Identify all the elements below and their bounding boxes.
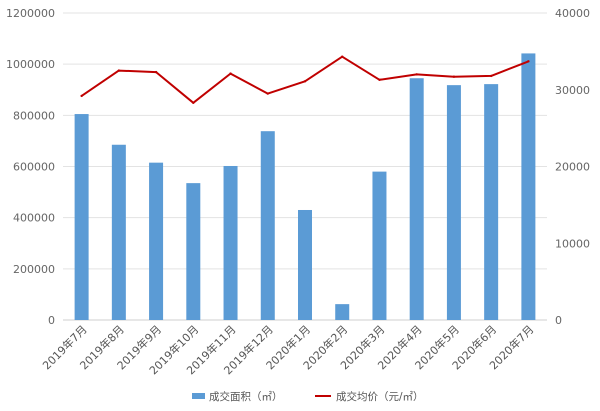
- bar-area-6: [260, 131, 275, 320]
- left-y-axis: 0 200000 400000 600000 800000 1000000 1200000: [6, 7, 55, 327]
- bar-area-4: [186, 183, 201, 320]
- price-point-1: [80, 94, 83, 98]
- y-right-tick-label: 30000: [555, 84, 590, 97]
- bar-area-9: [372, 171, 387, 320]
- bar-area-1: [74, 114, 89, 320]
- bar-area-11: [446, 85, 461, 321]
- legend-swatch-area: [192, 393, 205, 399]
- price-point-6: [266, 92, 269, 95]
- x-axis: 2019年7月2019年8月2019年9月2019年10月2019年11月201…: [40, 322, 537, 377]
- y-left-tick-label: 200000: [13, 263, 55, 276]
- line-series-price: [80, 55, 530, 104]
- price-point-8: [341, 55, 344, 58]
- price-point-10: [415, 73, 418, 76]
- y-right-tick-label: 20000: [555, 161, 590, 174]
- bar-area-2: [111, 144, 126, 320]
- y-left-tick-label: 800000: [13, 109, 55, 122]
- price-point-4: [192, 101, 195, 104]
- y-left-tick-label: 1200000: [6, 7, 55, 20]
- y-left-tick-label: 400000: [13, 212, 55, 225]
- bar-series-area: [74, 53, 536, 321]
- bar-area-10: [409, 78, 424, 320]
- right-y-axis: 0 10000 20000 30000 40000: [555, 7, 590, 327]
- bar-area-12: [484, 84, 499, 320]
- price-point-5: [229, 72, 232, 75]
- bar-area-3: [149, 162, 164, 320]
- price-point-13: [527, 60, 530, 63]
- price-point-2: [117, 69, 121, 72]
- price-line: [81, 55, 529, 104]
- legend-label-area: 成交面积（㎡）: [209, 390, 283, 403]
- y-left-tick-label: 1000000: [6, 58, 55, 71]
- price-point-11: [452, 75, 456, 78]
- y-left-tick-label: 0: [48, 314, 55, 327]
- price-point-7: [303, 80, 307, 83]
- price-point-12: [489, 74, 493, 78]
- price-point-9: [378, 78, 381, 81]
- y-left-tick-label: 600000: [13, 161, 55, 174]
- bar-area-7: [298, 209, 312, 320]
- y-right-tick-label: 0: [555, 314, 562, 327]
- bar-area-8: [335, 304, 350, 320]
- bar-area-13: [521, 53, 536, 321]
- y-right-tick-label: 10000: [555, 237, 590, 250]
- bar-area-5: [223, 165, 238, 320]
- y-right-tick-label: 40000: [555, 7, 590, 20]
- legend-label-price: 成交均价（元/㎡）: [336, 390, 424, 403]
- price-point-3: [154, 70, 158, 74]
- legend: 成交面积（㎡） 成交均价（元/㎡）: [192, 390, 424, 403]
